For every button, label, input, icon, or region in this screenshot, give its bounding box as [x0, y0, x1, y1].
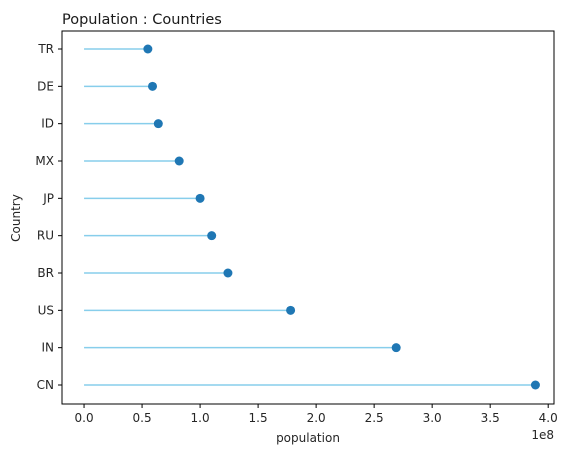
y-axis-label: Country [9, 194, 23, 242]
marker-us [286, 305, 296, 315]
y-tick-label-de: DE [37, 79, 54, 93]
marker-in [391, 343, 401, 353]
y-tick-label-ru: RU [37, 229, 54, 243]
marker-mx [174, 156, 184, 166]
marker-ru [207, 231, 217, 241]
x-axis-label: population [276, 431, 340, 445]
y-tick-label-br: BR [37, 266, 54, 280]
x-axis: 0.0 0.5 1.0 1.5 2.0 2.5 3.0 3.5 4.0 [75, 404, 558, 425]
y-tick-label-tr: TR [37, 42, 54, 56]
x-tick-label: 0.5 [133, 411, 152, 425]
marker-id [153, 119, 163, 129]
x-tick-label: 2.5 [365, 411, 384, 425]
marker-jp [195, 193, 205, 203]
marker-br [223, 268, 233, 278]
marker-cn [530, 380, 540, 390]
x-tick-label: 1.0 [191, 411, 210, 425]
y-axis: CN IN US BR RU JP MX ID DE TR [35, 42, 62, 392]
x-tick-label: 3.0 [423, 411, 442, 425]
x-tick-label: 0.0 [75, 411, 94, 425]
y-tick-label-jp: JP [42, 191, 54, 205]
y-tick-label-us: US [38, 303, 54, 317]
marker-de [148, 81, 158, 91]
y-tick-label-mx: MX [35, 154, 54, 168]
marker-tr [143, 44, 153, 54]
y-tick-label-cn: CN [37, 378, 54, 392]
x-tick-label: 4.0 [539, 411, 558, 425]
x-tick-label: 1.5 [249, 411, 268, 425]
plot-area [84, 44, 540, 390]
plot-frame [61, 30, 555, 405]
y-tick-label-in: IN [41, 341, 54, 355]
x-offset-label: 1e8 [531, 428, 554, 442]
chart-title: Population : Countries [62, 12, 222, 28]
y-tick-label-id: ID [41, 117, 54, 131]
x-tick-label: 2.0 [307, 411, 326, 425]
x-tick-label: 3.5 [481, 411, 500, 425]
